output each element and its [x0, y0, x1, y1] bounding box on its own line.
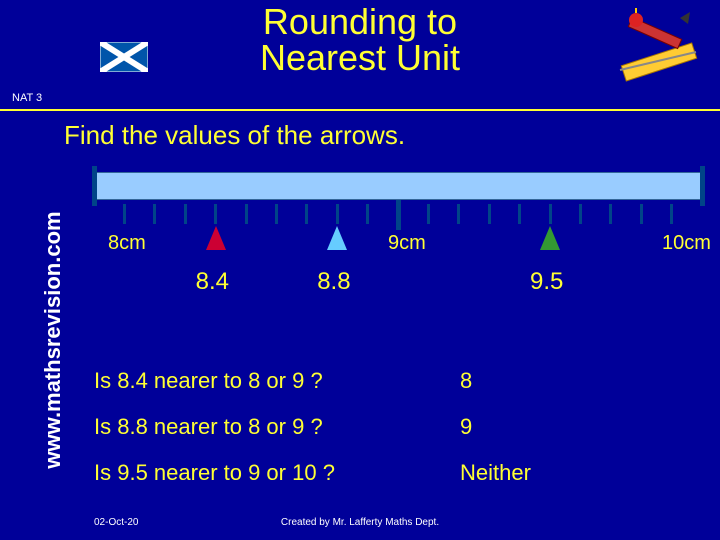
ruler-tick: [275, 204, 278, 224]
ruler-bar: [94, 172, 702, 200]
ruler-tick: [700, 166, 705, 206]
ruler-tick: [518, 204, 521, 224]
value-arrow-2: [327, 226, 347, 250]
ruler-tick: [153, 204, 156, 224]
divider: [0, 109, 720, 111]
ruler-tick: [336, 204, 339, 224]
value-arrow-1: [206, 226, 226, 250]
ruler-tick: [396, 200, 401, 230]
flag-icon: [100, 42, 148, 72]
question-2: Is 8.8 nearer to 8 or 9 ?: [94, 414, 323, 440]
ruler-label-mid: 9cm: [388, 232, 426, 255]
ruler-tick: [549, 204, 552, 224]
value-label-2: 8.8: [317, 268, 350, 296]
ruler-pencil-icon: [614, 8, 702, 88]
ruler-tick: [184, 204, 187, 224]
question-1: Is 8.4 nearer to 8 or 9 ?: [94, 368, 323, 394]
level-label: NAT 3: [12, 92, 42, 104]
answer-3: Neither: [460, 460, 531, 486]
value-label-3: 9.5: [530, 268, 563, 296]
ruler-tick: [366, 204, 369, 224]
ruler-tick: [92, 166, 97, 206]
ruler-label-left: 8cm: [108, 232, 146, 255]
ruler-tick: [640, 204, 643, 224]
ruler-tick: [305, 204, 308, 224]
question-3: Is 9.5 nearer to 9 or 10 ?: [94, 460, 335, 486]
subtitle: Find the values of the arrows.: [64, 120, 405, 151]
ruler-tick: [609, 204, 612, 224]
ruler-tick: [579, 204, 582, 224]
ruler-label-right: 10cm: [662, 232, 711, 255]
value-arrow-3: [540, 226, 560, 250]
ruler-tick: [670, 204, 673, 224]
answer-2: 9: [460, 414, 472, 440]
ruler-tick: [457, 204, 460, 224]
ruler-tick: [214, 204, 217, 224]
ruler-tick: [427, 204, 430, 224]
ruler: [94, 172, 702, 222]
ruler-tick: [488, 204, 491, 224]
answer-1: 8: [460, 368, 472, 394]
ruler-tick: [245, 204, 248, 224]
footer-credit: Created by Mr. Lafferty Maths Dept.: [0, 517, 720, 528]
value-label-1: 8.4: [196, 268, 229, 296]
ruler-tick: [123, 204, 126, 224]
